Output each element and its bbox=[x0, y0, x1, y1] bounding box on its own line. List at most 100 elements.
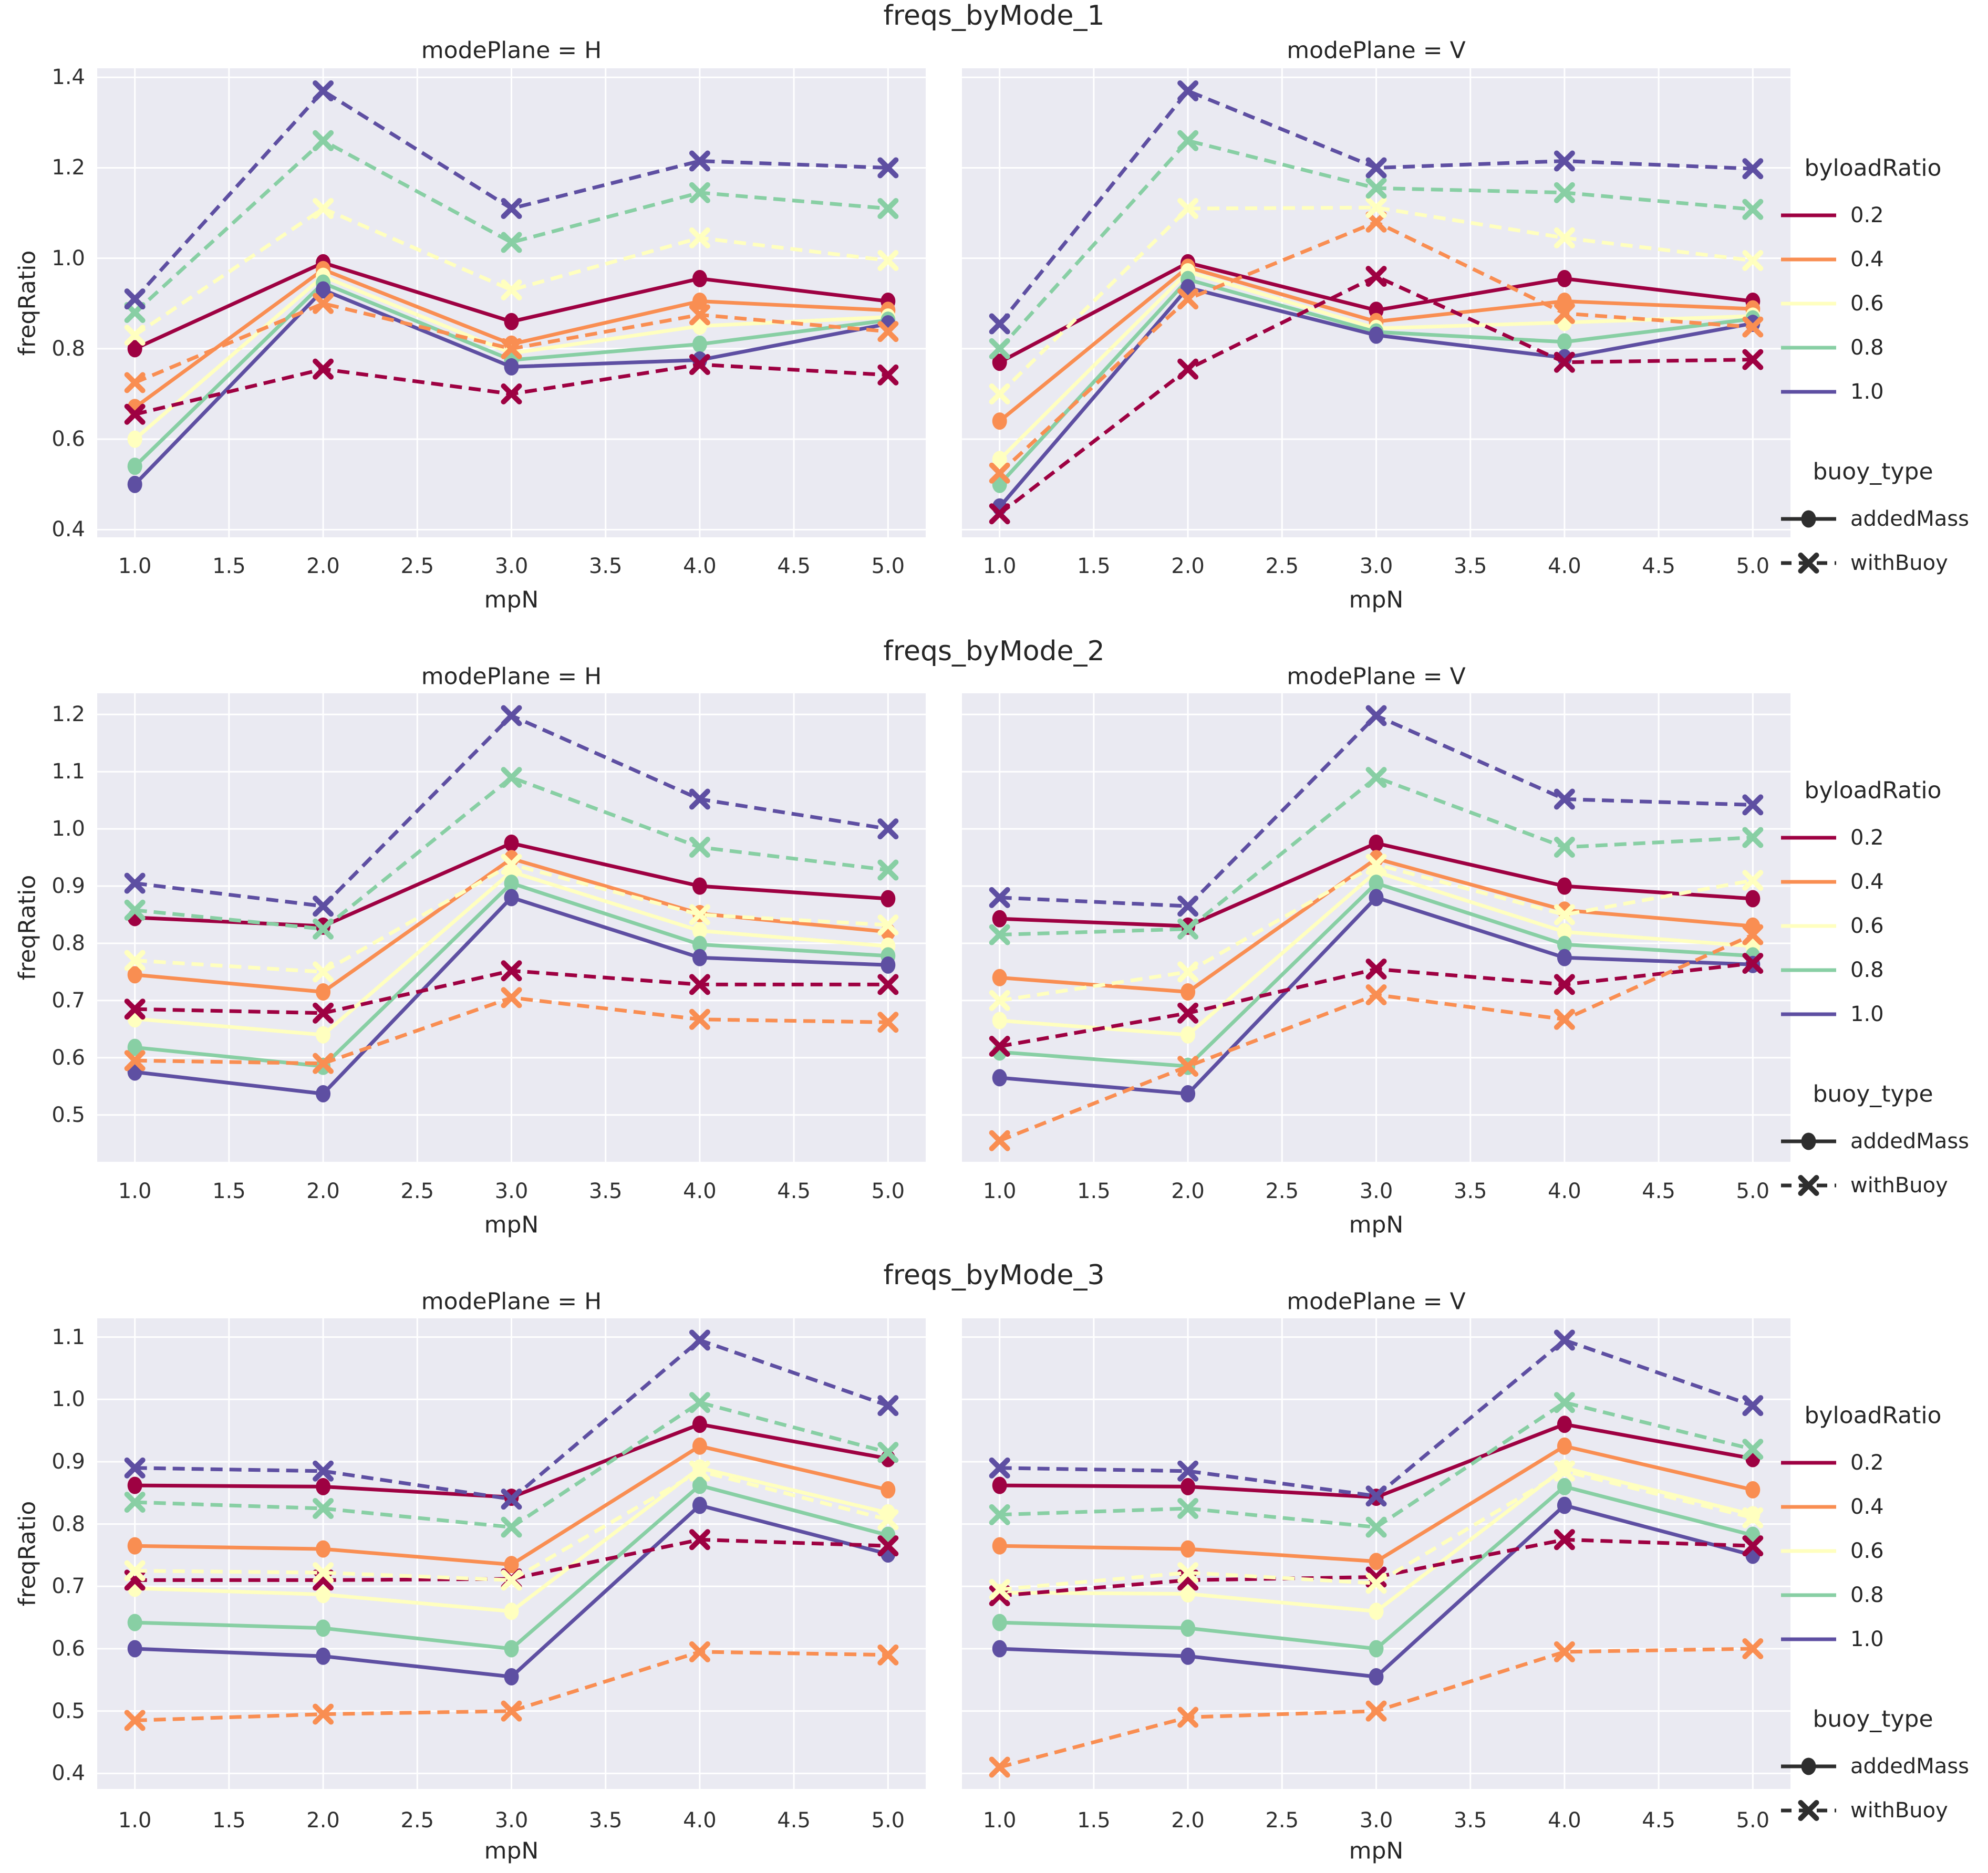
x-tick-label: 3.5 bbox=[1453, 1179, 1487, 1203]
y-tick-label: 0.4 bbox=[51, 517, 85, 542]
legend-title-byloadratio: byloadRatio bbox=[1804, 1402, 1942, 1429]
data-point-marker-x bbox=[989, 383, 1010, 405]
legend-marker-circle-icon bbox=[1801, 1132, 1816, 1150]
legend-item-label: 0.2 bbox=[1850, 826, 1884, 850]
series-line-1.0-withBuoy bbox=[999, 1338, 1754, 1498]
data-point-marker-circle bbox=[1801, 1757, 1816, 1775]
x-tick-label: 1.0 bbox=[118, 1179, 152, 1203]
x-tick-label: 3.0 bbox=[494, 1808, 529, 1833]
data-point-marker-x bbox=[989, 1504, 1010, 1525]
data-point-marker-x bbox=[689, 1008, 710, 1030]
data-point-marker-circle bbox=[992, 353, 1007, 371]
data-point-marker-circle bbox=[504, 889, 519, 907]
data-point-marker-x bbox=[1365, 1573, 1387, 1594]
data-point-marker-circle bbox=[1369, 834, 1384, 852]
data-point-marker-x bbox=[877, 157, 899, 179]
data-point-marker-x bbox=[1177, 197, 1199, 219]
x-tick-label: 4.5 bbox=[1642, 554, 1675, 578]
data-point-marker-x bbox=[1365, 197, 1387, 218]
data-point-marker-x bbox=[1554, 303, 1575, 324]
panel-title: modePlane = V bbox=[1287, 1288, 1466, 1315]
data-point-marker-x bbox=[313, 918, 334, 940]
data-point-marker-circle bbox=[1801, 1132, 1816, 1150]
data-point-marker-x bbox=[989, 1756, 1010, 1778]
data-point-marker-circle bbox=[127, 966, 142, 984]
data-point-marker-x bbox=[689, 304, 710, 326]
data-point-marker-circle bbox=[1181, 1026, 1196, 1044]
data-point-marker-x bbox=[689, 904, 710, 925]
panel-freqs_byMode_1-H bbox=[97, 68, 926, 537]
data-point-marker-circle bbox=[316, 1540, 331, 1558]
legend-item-label: 0.2 bbox=[1850, 203, 1884, 227]
data-point-marker-x bbox=[501, 854, 522, 875]
y-tick-label: 0.8 bbox=[51, 931, 85, 955]
data-point-marker-circle bbox=[504, 1668, 519, 1685]
x-axis-label: mpN bbox=[1349, 1211, 1404, 1239]
series-line-0.6-withBuoy bbox=[998, 205, 1753, 396]
y-tick-label: 0.4 bbox=[51, 1761, 85, 1786]
data-point-marker-x bbox=[877, 1509, 899, 1531]
data-point-marker-x bbox=[501, 1569, 522, 1591]
data-point-marker-x bbox=[313, 1703, 334, 1725]
y-tick-label: 0.7 bbox=[51, 1574, 85, 1599]
data-point-marker-x bbox=[877, 1644, 899, 1666]
x-tick-label: 3.5 bbox=[588, 554, 623, 578]
legend-title-buoytype: buoy_type bbox=[1813, 458, 1933, 485]
data-point-marker-circle bbox=[316, 1085, 331, 1102]
data-point-marker-circle bbox=[692, 269, 707, 287]
series-line-0.6-withBuoy bbox=[134, 1469, 889, 1582]
legend-item-label: withBuoy bbox=[1850, 551, 1948, 575]
data-point-marker-x bbox=[1177, 130, 1199, 151]
data-point-marker-x bbox=[124, 899, 146, 921]
y-tick-label: 0.8 bbox=[51, 336, 85, 361]
x-tick-label: 2.0 bbox=[306, 1808, 340, 1833]
data-point-marker-x bbox=[689, 974, 710, 995]
data-point-marker-x bbox=[877, 249, 899, 271]
series-line-0.8-withBuoy bbox=[999, 1400, 1754, 1529]
data-point-marker-circle bbox=[1369, 1553, 1384, 1570]
data-point-marker-x bbox=[1365, 266, 1387, 287]
data-point-marker-circle bbox=[504, 1556, 519, 1574]
x-tick-label: 1.5 bbox=[1077, 554, 1111, 578]
legend-item-label: 0.6 bbox=[1850, 292, 1884, 316]
x-tick-label: 2.5 bbox=[400, 1179, 434, 1203]
x-tick-label: 5.0 bbox=[871, 1179, 905, 1203]
data-point-marker-x bbox=[313, 293, 334, 314]
x-tick-label: 3.0 bbox=[1359, 1808, 1393, 1833]
legend-title-byloadratio: byloadRatio bbox=[1804, 777, 1942, 804]
data-point-marker-x bbox=[1365, 1700, 1387, 1722]
data-point-marker-circle bbox=[316, 983, 331, 1001]
data-point-marker-x bbox=[313, 961, 334, 983]
panel-title: modePlane = H bbox=[421, 1288, 602, 1315]
data-point-marker-x bbox=[313, 197, 334, 219]
data-point-marker-x bbox=[313, 358, 334, 380]
data-point-marker-x bbox=[989, 1579, 1010, 1600]
data-point-marker-x bbox=[989, 924, 1010, 945]
x-tick-label: 5.0 bbox=[1736, 1179, 1770, 1203]
data-point-marker-x bbox=[689, 354, 710, 376]
data-point-marker-x bbox=[1798, 1175, 1819, 1196]
data-point-marker-x bbox=[501, 1489, 522, 1510]
data-point-marker-x bbox=[689, 182, 710, 203]
data-point-marker-circle bbox=[692, 1476, 707, 1494]
figure-title: freqs_byMode_2 bbox=[883, 636, 1105, 667]
data-point-marker-x bbox=[313, 1002, 334, 1024]
data-point-marker-x bbox=[1177, 288, 1199, 310]
data-point-marker-circle bbox=[881, 1481, 896, 1499]
data-point-marker-circle bbox=[127, 1537, 142, 1555]
x-tick-label: 3.5 bbox=[1453, 554, 1487, 578]
data-point-marker-x bbox=[1177, 1056, 1199, 1077]
data-point-marker-circle bbox=[1181, 1619, 1196, 1637]
panel-title: modePlane = V bbox=[1287, 663, 1466, 690]
data-point-marker-circle bbox=[504, 875, 519, 892]
y-tick-label: 0.6 bbox=[51, 427, 85, 452]
data-point-marker-x bbox=[124, 1050, 146, 1071]
data-point-marker-x bbox=[1177, 1562, 1199, 1584]
data-point-marker-x bbox=[124, 1710, 146, 1731]
data-point-marker-circle bbox=[992, 1614, 1007, 1631]
data-point-marker-x bbox=[1365, 1516, 1387, 1538]
legend-title-byloadratio: byloadRatio bbox=[1804, 154, 1942, 182]
data-point-marker-x bbox=[877, 818, 899, 840]
y-tick-label: 1.2 bbox=[51, 702, 85, 727]
data-point-marker-x bbox=[877, 859, 899, 881]
